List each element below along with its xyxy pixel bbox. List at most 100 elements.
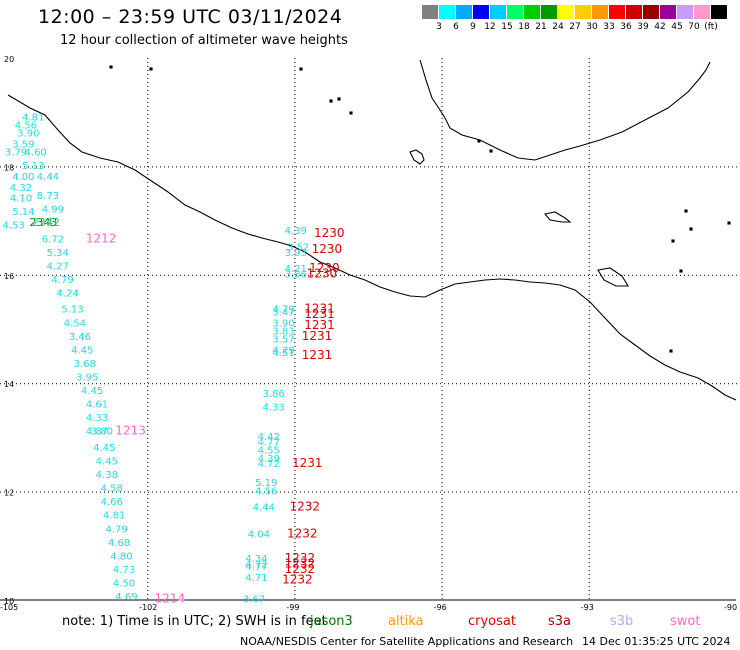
map-grid xyxy=(0,58,737,601)
swh-label: 4.33 xyxy=(263,402,285,413)
legend-swatch xyxy=(541,5,557,19)
cryosat-time-label: 1232 xyxy=(289,500,320,514)
cryosat-time-label: 1232 xyxy=(287,527,318,541)
swh-label: 4.54 xyxy=(64,318,86,329)
swh-label: 3.90 xyxy=(272,318,294,329)
legend-swatch xyxy=(524,5,540,19)
legend-swatch xyxy=(626,5,642,19)
footer-note: note: 1) Time is in UTC; 2) SWH is in fe… xyxy=(62,614,327,629)
legend-swatch xyxy=(490,5,506,19)
swh-label: 6.72 xyxy=(42,234,64,245)
legend-swatch xyxy=(694,5,710,19)
swh-label: 4.10 xyxy=(10,194,32,205)
island xyxy=(329,99,333,103)
swh-label: 4.69 xyxy=(115,592,137,603)
legend-swatch xyxy=(677,5,693,19)
page-title: 12:00 – 23:59 UTC 03/11/2024 xyxy=(38,6,343,28)
cryosat-time-label: 1232 xyxy=(285,551,316,565)
island xyxy=(727,221,731,225)
swh-label: 4.99 xyxy=(42,204,64,215)
swh-label: 3.57 xyxy=(272,335,294,346)
swh-label: 3.83 xyxy=(272,326,294,337)
swh-label: 5.34 xyxy=(47,248,69,259)
swh-label: 4.56 xyxy=(255,486,277,497)
island xyxy=(349,111,353,115)
swh-label: 3.46 xyxy=(69,332,91,343)
swh-label: 4.77 xyxy=(245,562,267,573)
swh-label: 3.93 xyxy=(285,248,307,259)
swh-label: 4.60 xyxy=(25,148,47,159)
credit-line: NOAA/NESDIS Center for Satellite Applica… xyxy=(240,635,574,648)
lon-label: -96 xyxy=(434,603,447,612)
legend-tick: 3 xyxy=(436,22,442,32)
lat-label: 18 xyxy=(4,163,14,172)
swot-time-label: 1213 xyxy=(115,424,146,438)
lat-label: 14 xyxy=(4,380,14,389)
page-subtitle: 12 hour collection of altimeter wave hei… xyxy=(60,33,348,48)
legend-swatch xyxy=(558,5,574,19)
legend-swatch xyxy=(575,5,591,19)
swh-label: 3.52 xyxy=(287,242,309,253)
swh-label: 4.24 xyxy=(56,288,78,299)
swh-label: 4.45 xyxy=(71,345,93,356)
coastline-segment xyxy=(597,267,629,287)
island xyxy=(109,65,113,69)
swh-label: 5.13 xyxy=(22,161,44,172)
swh-label: 4.80 xyxy=(110,551,132,562)
cryosat-time-label: 1231 xyxy=(302,329,333,343)
legend-tick: 45 xyxy=(671,22,683,32)
swh-label: 4.45 xyxy=(93,443,115,454)
swh-label: 8.73 xyxy=(37,191,59,202)
lon-label: -99 xyxy=(286,603,299,612)
island xyxy=(149,67,153,71)
swh-label: 3.86 xyxy=(285,270,307,281)
swh-label: 4.29 xyxy=(272,345,294,356)
legend-tick: 21 xyxy=(535,22,547,32)
legend-tick: 39 xyxy=(637,22,649,32)
legend-swatch xyxy=(609,5,625,19)
legend-tick: 27 xyxy=(569,22,581,32)
swh-label: 3.67 xyxy=(243,595,265,606)
lat-label: 20 xyxy=(4,55,14,64)
swot-time-label: 1212 xyxy=(86,231,117,245)
map-axis-labels: 20 18 16 14 12 10-105 -102 -99 -96 -93 -90 xyxy=(0,55,737,612)
swh-label: 4.73 xyxy=(113,565,135,576)
swh-label: 4.44 xyxy=(37,172,59,183)
island xyxy=(489,149,493,153)
lon-label: -105 xyxy=(0,603,18,612)
swh-label: 4.79 xyxy=(105,524,127,535)
cryosat-time-label: 1230 xyxy=(314,226,345,240)
cryosat-time-label: 1231 xyxy=(304,302,335,316)
legend-tick: 6 xyxy=(453,22,459,32)
swh-label: 4.79 xyxy=(272,305,294,316)
swh-label: 4.77 xyxy=(258,438,280,449)
legend-swatch xyxy=(507,5,523,19)
lat-label: 10 xyxy=(4,597,14,606)
swh-label: 3.86 xyxy=(263,389,285,400)
swh-label: 4.04 xyxy=(248,530,270,541)
swh-label: 4.32 xyxy=(10,183,32,194)
wave-height-labels: 4.814.563.903.593.794.605.134.00 4.444.32… xyxy=(2,112,344,605)
cryosat-time-label: 1232 xyxy=(285,556,316,570)
swh-label: 4.72 xyxy=(245,559,267,570)
coastline-segment xyxy=(419,59,711,161)
swh-label: 4.45 xyxy=(96,457,118,468)
lat-label: 16 xyxy=(4,272,14,281)
swh-label: 3.95 xyxy=(76,372,98,383)
coastline-segment xyxy=(409,149,425,165)
satellite-swot: swot xyxy=(670,614,701,629)
cryosat-time-label: 1231 xyxy=(304,307,335,321)
swh-label: 3.59 xyxy=(12,139,34,150)
legend-swatch xyxy=(473,5,489,19)
swh-label: 4.55 xyxy=(258,446,280,457)
swh-label: 3.68 xyxy=(74,359,96,370)
lon-label: -102 xyxy=(139,603,157,612)
swh-label: 4.33 xyxy=(86,413,108,424)
legend-swatch xyxy=(592,5,608,19)
swh-label: 4.50 xyxy=(113,578,135,589)
legend-tick: 70 xyxy=(688,22,700,32)
legend-tick: 15 xyxy=(501,22,513,32)
swh-label: 3.90 xyxy=(17,129,39,140)
cryosat-time-label: 1231 xyxy=(304,318,335,332)
swh-label: 3.80 xyxy=(91,427,113,438)
